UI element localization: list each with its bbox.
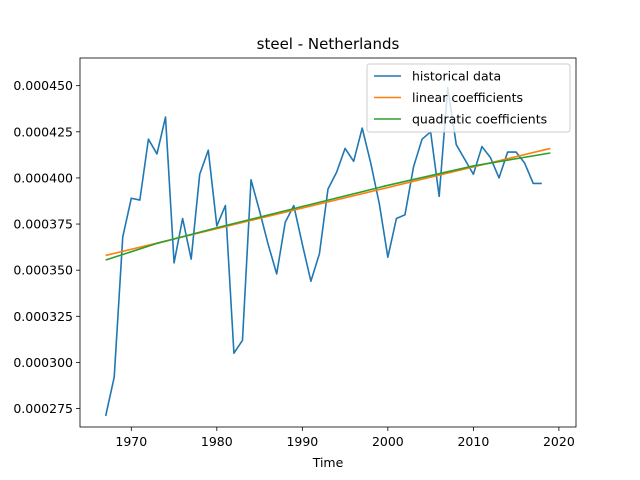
y-tick-label: 0.000375 [13, 217, 73, 232]
y-axis: 0.000275 0.000300 0.000325 0.000350 0.000375… [13, 78, 80, 416]
x-tick-label: 2000 [372, 434, 404, 449]
x-tick-label: 1990 [286, 434, 318, 449]
legend-box [366, 63, 571, 133]
y-tick-label: 0.000450 [13, 78, 73, 93]
legend: historical data linear coefficients quadra… [366, 63, 571, 133]
series-quadratic-coefficients [105, 152, 551, 261]
y-tick-label: 0.000350 [13, 263, 73, 278]
x-tick-label: 2010 [457, 434, 489, 449]
series-historical-data [104, 86, 542, 417]
series-layer [104, 86, 551, 417]
plot-frame [79, 57, 577, 428]
x-tick-label: 2020 [543, 434, 575, 449]
x-axis-label: Time [312, 455, 344, 470]
y-tick-label: 0.000275 [13, 401, 73, 416]
x-axis: 1970 1980 1990 2000 2010 2020 [115, 427, 575, 449]
y-tick-label: 0.000400 [13, 170, 73, 185]
legend-entry: linear coefficients [412, 90, 523, 105]
y-tick-label: 0.000425 [13, 124, 73, 139]
x-tick-label: 1980 [201, 434, 233, 449]
legend-entry: quadratic coefficients [412, 112, 547, 127]
legend-entry: historical data [412, 69, 501, 84]
x-tick-label: 1970 [115, 434, 147, 449]
chart-title: steel - Netherlands [257, 35, 400, 53]
y-tick-label: 0.000300 [13, 355, 73, 370]
plot-area [79, 57, 577, 428]
y-tick-label: 0.000325 [13, 309, 73, 324]
